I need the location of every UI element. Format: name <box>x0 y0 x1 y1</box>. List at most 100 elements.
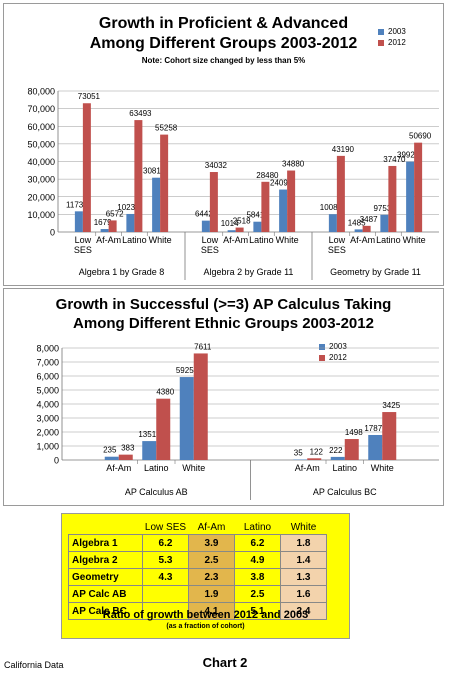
category-label: White <box>182 463 205 473</box>
ratio-row: AP Calc AB 1.9 2.5 1.6 <box>68 585 327 603</box>
category-label: White <box>149 235 172 245</box>
ratio-col-header: Af-Am <box>197 521 226 533</box>
group-label: AP Calculus BC <box>313 487 377 497</box>
bar-2003 <box>201 220 210 232</box>
bar-2003 <box>406 161 415 232</box>
bar-2012 <box>287 170 296 232</box>
data-label-2012: 43190 <box>332 145 355 154</box>
data-label-2003: 1679 <box>94 218 112 227</box>
y-tick-label: 10,000 <box>27 210 55 220</box>
bar-2003 <box>74 211 83 232</box>
chart-1-panel: Growth in Proficient & Advanced Among Di… <box>3 3 444 286</box>
data-label-2012: 4380 <box>156 388 174 397</box>
bar-2003 <box>179 377 194 460</box>
bar-2012 <box>235 227 244 232</box>
bar-2003 <box>330 456 345 460</box>
ratio-cell: 6.2 <box>234 534 281 552</box>
chart-2-title-line-1: Growth in Successful (>=3) AP Calculus T… <box>55 296 392 313</box>
legend-label-2012: 2012 <box>329 352 347 362</box>
ratio-cell: 1.9 <box>188 585 235 603</box>
data-label-2003: 24092 <box>270 179 293 188</box>
y-tick-label: 40,000 <box>27 157 55 167</box>
category-label: White <box>403 235 426 245</box>
y-tick-label: 5,000 <box>36 386 59 396</box>
data-label-2003: 1485 <box>348 218 366 227</box>
ratio-table-box: Low SES Af-Am Latino White Algebra 1 6.2 3… <box>61 513 350 639</box>
bar-2012 <box>156 398 171 460</box>
chart-2-legend: 2003 2012 <box>319 341 347 363</box>
bar-2003 <box>142 441 157 460</box>
bar-2003 <box>152 177 161 232</box>
legend-swatch-2003 <box>319 343 325 350</box>
bar-2003 <box>380 214 389 232</box>
y-tick-label: 30,000 <box>27 175 55 185</box>
bar-2012 <box>307 458 322 460</box>
ratio-row-label: AP Calc AB <box>68 585 143 603</box>
bar-2012 <box>344 439 359 460</box>
ratio-header-row: Low SES Af-Am Latino White <box>69 520 327 535</box>
bar-2003 <box>368 434 383 460</box>
ratio-cell: 6.2 <box>142 534 189 552</box>
data-label-2012: 37470 <box>383 155 406 164</box>
ratio-cell: 2.5 <box>188 551 235 569</box>
ratio-col-header: Low SES <box>144 521 187 533</box>
data-label-2012: 122 <box>310 447 324 456</box>
data-label-2012: 6572 <box>106 209 124 218</box>
y-tick-label: 50,000 <box>27 139 55 149</box>
group-label: AP Calculus AB <box>125 487 188 497</box>
bar-2012 <box>382 412 397 460</box>
data-label-2003: 10088 <box>320 203 343 212</box>
bar-2012 <box>362 225 371 232</box>
legend-label-2003: 2003 <box>388 26 406 36</box>
y-tick-label: 7,000 <box>36 358 59 368</box>
group-label: Algebra 1 by Grade 8 <box>79 267 165 277</box>
bar-2012 <box>388 165 397 232</box>
ratio-footer: Ratio of growth between 2012 and 2003 <box>102 609 309 621</box>
data-label-2003: 39926 <box>397 151 420 160</box>
y-tick-label: 80,000 <box>27 87 55 97</box>
legend-item-2012: 2012 <box>319 352 347 363</box>
bar-2012 <box>82 103 91 232</box>
y-tick-label: 4,000 <box>36 400 59 410</box>
data-label-2003: 10236 <box>117 203 140 212</box>
chart-2-plot: 0 1,000 2,000 3,000 4,000 5,000 6,000 7,000 8,00… <box>36 342 439 500</box>
y-tick-label: 70,000 <box>27 104 55 114</box>
ratio-row: Algebra 2 5.3 2.5 4.9 1.4 <box>68 551 327 569</box>
category-label: White <box>371 463 394 473</box>
data-label-2003: 1014 <box>221 219 239 228</box>
y-tick-label: 3,000 <box>36 414 59 424</box>
data-label-2012: 73051 <box>78 92 101 101</box>
ratio-row: Geometry 4.3 2.3 3.8 1.3 <box>68 568 327 586</box>
data-label-2003: 1787 <box>364 424 382 433</box>
bar-2003 <box>100 229 109 232</box>
ratio-cell <box>142 585 189 603</box>
data-label-2003: 11730 <box>66 200 88 209</box>
y-tick-label: 6,000 <box>36 372 59 382</box>
bar-2003 <box>253 221 262 232</box>
category-label: Latino <box>249 235 274 245</box>
legend-label-2012: 2012 <box>388 37 406 47</box>
source-label: California Data <box>4 660 64 670</box>
ratio-cell: 2.3 <box>188 568 235 586</box>
bar-2003 <box>328 214 337 232</box>
ratio-col-header: White <box>290 521 317 533</box>
legend-swatch-2012 <box>319 354 325 361</box>
y-tick-label: 0 <box>50 228 55 238</box>
ratio-cell: 3.8 <box>234 568 281 586</box>
y-tick-label: 60,000 <box>27 122 55 132</box>
legend-item-2003: 2003 <box>319 341 347 352</box>
bar-2003 <box>227 230 236 232</box>
ratio-cell: 5.3 <box>142 551 189 569</box>
ratio-row-label: Geometry <box>68 568 143 586</box>
category-label: Af-Am <box>106 463 131 473</box>
ratio-cell: 1.3 <box>280 568 327 586</box>
bar-2012 <box>261 181 270 232</box>
legend-item-2012: 2012 <box>378 37 406 48</box>
ratio-row-label: Algebra 1 <box>68 534 143 552</box>
data-label-2003: 235 <box>103 446 117 455</box>
data-label-2012: 3425 <box>382 401 400 410</box>
data-label-2012: 34032 <box>205 161 228 170</box>
category-label: Af-Am <box>223 235 248 245</box>
category-label: Latino <box>376 235 401 245</box>
category-label: SES <box>328 245 346 255</box>
